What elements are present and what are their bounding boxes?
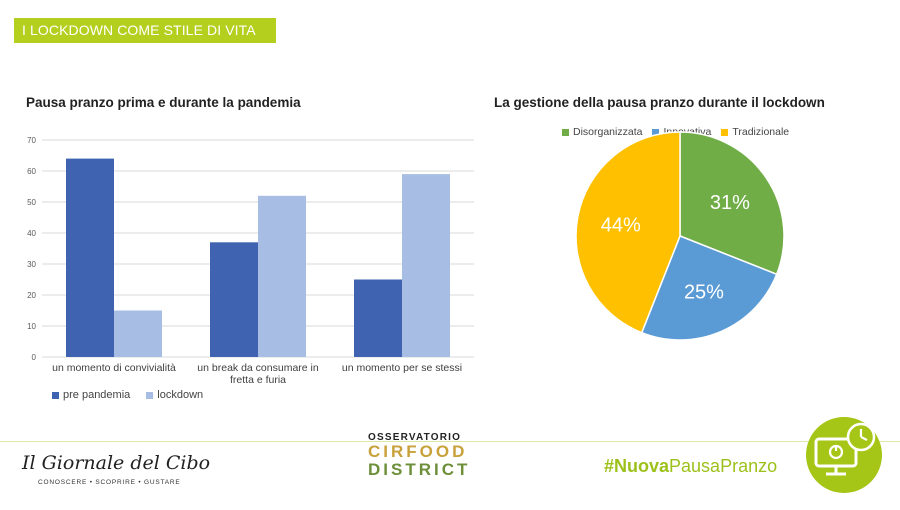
legend-label: Tradizionale [732,126,790,138]
legend-label: lockdown [157,389,204,401]
legend-swatch [562,128,569,136]
cirfood-district-logo[interactable]: OSSERVATORIO CIRFOOD DISTRICT [368,432,478,479]
y-tick-label: 50 [27,198,36,207]
cirfood-line1: OSSERVATORIO [368,432,462,443]
pie-data-label: 31% [710,192,750,214]
pie-slice-innovativa [640,235,778,341]
pie-legend: Disorganizzata Innovativa Tradizionale [562,126,789,138]
bar-pre-pandemia [210,242,258,357]
x-tick-label: un momento di convivialità [52,362,176,374]
bar-lockdown [258,195,306,357]
legend-label: Disorganizzata [573,126,643,138]
pie-chart-title: La gestione della pausa pranzo durante i… [494,95,825,110]
x-tick-label: fretta e furia [230,374,286,386]
legend-item-disorganizzata: Disorganizzata [562,126,642,138]
legend-item-lockdown: lockdown [146,389,203,401]
legend-label: pre pandemia [63,389,131,401]
section-tag: I LOCKDOWN COME STILE DI VITA [14,18,276,43]
y-tick-label: 20 [27,291,36,300]
bar-lockdown [114,310,162,357]
x-tick-label: un momento per se stessi [342,362,462,374]
footer-divider [0,441,900,442]
y-tick-label: 70 [27,136,36,145]
hashtag-bold: #Nuova [604,456,670,476]
legend-item-pre-pandemia: pre pandemia [52,389,130,401]
bar-chart-title: Pausa pranzo prima e durante la pandemia [26,95,301,110]
hashtag-rest: PausaPranzo [669,456,778,476]
pie-slice-tradizionale [575,131,681,334]
computer-clock-badge [806,417,882,493]
y-tick-label: 30 [27,260,36,269]
bar-legend: pre pandemia lockdown [52,389,203,401]
y-tick-label: 10 [27,322,36,331]
y-tick-label: 0 [32,353,37,362]
bar-chart: 0 10 20 30 40 50 60 70 un momento di convivialit… [27,136,474,386]
pie-chart: 31% 25% 44% [575,131,785,341]
hashtag[interactable]: #NuovaPausaPranzo [604,456,777,477]
y-tick-label: 60 [27,167,36,176]
legend-swatch [146,391,154,399]
x-tick-label: un break da consumare in [197,362,319,374]
bar-pre-pandemia [66,158,114,357]
legend-swatch [52,391,59,399]
cirfood-line3: DISTRICT [368,460,471,479]
giornale-tagline: CONOSCERE • SCOPRIRE • GUSTARE [38,479,181,486]
bar-pre-pandemia [354,279,402,357]
giornale-del-cibo-logo[interactable]: Il Giornale del Cibo [22,452,211,474]
computer-clock-icon [814,422,876,476]
pie-slice-disorganizzata [679,131,785,276]
bar-lockdown [402,174,450,357]
legend-swatch [721,128,729,136]
pie-data-label: 25% [684,281,724,303]
cirfood-line2: CIRFOOD [368,442,468,461]
legend-swatch [652,128,660,136]
pie-data-label: 44% [601,215,641,237]
y-tick-label: 40 [27,229,36,238]
legend-item-tradizionale: Tradizionale [721,126,789,138]
